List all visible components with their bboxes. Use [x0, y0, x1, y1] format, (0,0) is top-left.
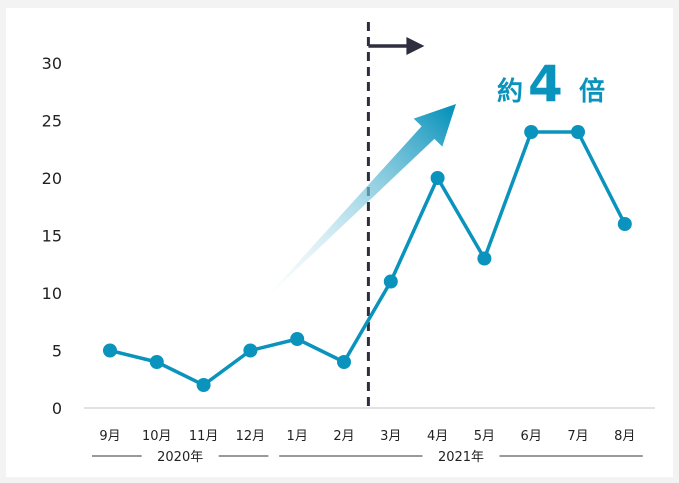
annotation-prefix: 約: [497, 76, 523, 107]
labels-group: 9月 10月 11月 12月 1月 2月 3月 4月 5月 6月 7月 8月 2020年 2021年: [92, 429, 643, 465]
x-tick-label: 4月: [427, 429, 448, 444]
x-tick-label: 11月: [189, 429, 219, 444]
divider-group: [366, 22, 425, 408]
x-tick-label: 1月: [287, 429, 308, 444]
x-tick-label: 8月: [614, 429, 635, 444]
data-point: [103, 343, 117, 358]
y-tick-label: 30: [42, 54, 62, 73]
y-tick-label: 15: [42, 227, 62, 246]
year-label: 2020年: [157, 450, 203, 465]
x-tick-label: 12月: [236, 429, 266, 444]
growth-arrow-group: [262, 104, 456, 302]
x-tick-label: 3月: [380, 429, 401, 444]
x-tick-label: 6月: [521, 429, 542, 444]
data-point: [430, 171, 445, 185]
data-point: [571, 125, 585, 139]
series-line: [109, 130, 627, 387]
y-tick-label: 20: [42, 169, 62, 188]
growth-arrow-icon: [262, 104, 456, 302]
x-tick-label: 2月: [333, 429, 354, 444]
axes-group: 0 5 10 15 20 25 30: [42, 54, 655, 418]
annotation-suffix: 倍: [579, 76, 605, 107]
data-point: [337, 355, 351, 369]
annotation-number: 4: [528, 55, 563, 113]
data-point: [243, 343, 258, 358]
x-tick-label: 10月: [142, 429, 172, 444]
y-tick-label: 25: [42, 112, 62, 131]
data-point: [383, 274, 398, 289]
y-tick-label: 5: [52, 342, 62, 361]
x-tick-label: 5月: [474, 429, 495, 444]
year-label: 2021年: [438, 450, 484, 465]
growth-annotation: 約 4 倍: [497, 55, 605, 113]
chart-card: [6, 8, 673, 477]
x-tick-label: 7月: [567, 429, 588, 444]
y-tick-label: 0: [52, 399, 62, 418]
data-point: [524, 125, 539, 139]
y-tick-label: 10: [42, 284, 62, 303]
data-point: [196, 378, 211, 392]
data-point: [290, 332, 305, 346]
series-group: [103, 125, 632, 392]
x-tick-label: 9月: [99, 429, 120, 444]
data-point: [149, 355, 164, 369]
data-point: [617, 217, 632, 231]
period-arrow-head: [406, 37, 425, 55]
data-point: [477, 251, 492, 266]
